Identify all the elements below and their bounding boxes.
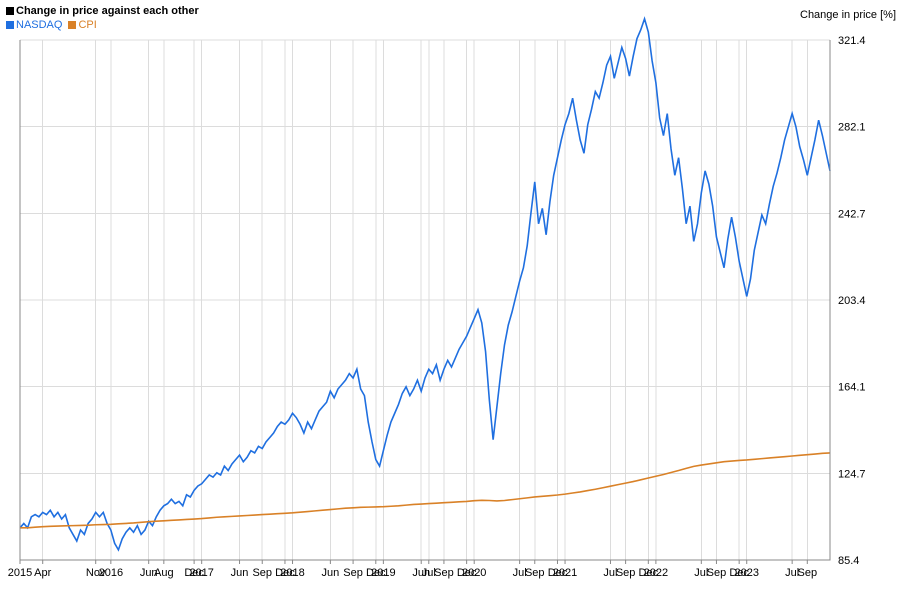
- x-tick-label: 2021: [553, 567, 577, 579]
- x-tick-label: Jun: [321, 567, 339, 579]
- legend: Change in price against each otherNASDAQ…: [6, 4, 205, 32]
- x-tick-label: Sep: [525, 567, 545, 579]
- series-line: [20, 453, 830, 528]
- legend-item-label: CPI: [78, 19, 96, 31]
- grid-horizontal: [20, 40, 830, 560]
- legend-swatch: [68, 21, 76, 29]
- series-line: [20, 19, 830, 550]
- y-tick-label: 85.4: [838, 555, 859, 567]
- y-tick-label: 203.4: [838, 295, 866, 307]
- legend-title-row: Change in price against each other: [6, 4, 205, 18]
- y-tick-label: 242.7: [838, 208, 866, 220]
- legend-item-label: NASDAQ: [16, 19, 62, 31]
- y-tick-label: 124.7: [838, 468, 866, 480]
- chart-container: Change in price against each otherNASDAQ…: [0, 0, 900, 600]
- y-tick-label: 164.1: [838, 382, 866, 394]
- x-tick-label: Sep: [252, 567, 272, 579]
- x-tick-label: 2023: [734, 567, 758, 579]
- x-tick-label: Sep: [707, 567, 727, 579]
- x-tick-label: 2015: [8, 567, 32, 579]
- legend-title-text: Change in price against each other: [16, 5, 199, 17]
- y-axis-title: Change in price [%]: [800, 9, 896, 21]
- x-tick-label: Sep: [343, 567, 363, 579]
- y-tick-label: 282.1: [838, 122, 866, 134]
- chart-svg: 85.4 124.7 164.1 203.4 242.7 282.1 321.4 Change…: [0, 0, 900, 600]
- x-tick-label: 2020: [462, 567, 486, 579]
- legend-swatch: [6, 21, 14, 29]
- x-tick-label: 2017: [189, 567, 213, 579]
- legend-title-marker: [6, 7, 14, 15]
- x-tick-label: Aug: [154, 567, 174, 579]
- x-tick-label: 2018: [280, 567, 304, 579]
- x-tick-label: Sep: [616, 567, 636, 579]
- x-tick-label: Apr: [34, 567, 51, 579]
- x-tick-label: 2016: [99, 567, 123, 579]
- x-tick-label: 2019: [371, 567, 395, 579]
- x-tick-label: Jun: [231, 567, 249, 579]
- x-tick-label: 2022: [644, 567, 668, 579]
- x-tick-label: Sep: [798, 567, 818, 579]
- y-tick-label: 321.4: [838, 35, 866, 47]
- legend-series-row: NASDAQ CPI: [6, 18, 205, 32]
- x-tick-label: Sep: [434, 567, 454, 579]
